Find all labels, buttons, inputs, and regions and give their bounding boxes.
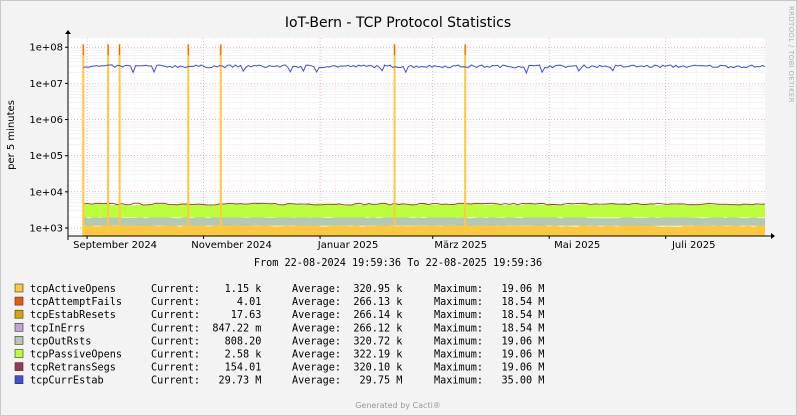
legend-maximum: Maximum: 18.54 M (434, 323, 544, 334)
legend-average: Average: 266.12 k (292, 323, 402, 334)
legend-average: Average: 266.14 k (292, 310, 402, 321)
legend-item: tcpOutRsts Current: 808.20 Average: 320.72… (14, 336, 544, 347)
spike-tcpActiveOpens (82, 44, 85, 236)
legend-average: Average: 320.95 k (292, 284, 402, 295)
x-tick-label: März 2025 (434, 240, 487, 251)
y-axis-arrow (65, 30, 71, 34)
line-tcpCurrEstab (83, 64, 766, 75)
legend-average: Average: 320.10 k (292, 363, 402, 374)
legend: tcpActiveOpens Current: 1.15 k Average: 32… (14, 283, 544, 387)
legend-current: Current: 2.58 k (151, 350, 261, 361)
plot-area (68, 38, 765, 236)
legend-maximum: Maximum: 19.06 M (434, 284, 544, 295)
legend-swatch (14, 322, 24, 332)
legend-maximum: Maximum: 19.06 M (434, 363, 544, 374)
area-tcpActiveOpens (83, 224, 765, 236)
generated-by: Generated by Cacti® (355, 401, 441, 410)
x-tick-label: November 2024 (191, 240, 272, 251)
legend-current: Current: 29.73 M (151, 376, 261, 387)
y-axis-label: per 5 minutes (6, 100, 17, 170)
legend-average: Average: 322.19 k (292, 350, 402, 361)
legend-swatch (14, 349, 24, 358)
spike-tcpActiveOpens (464, 44, 467, 236)
area-tcpPassiveOpens (83, 203, 765, 218)
legend-current: Current: 808.20 (151, 336, 261, 347)
spike-tcpActiveOpens (118, 44, 121, 236)
x-tick-label: Januar 2025 (317, 240, 379, 251)
legend-current: Current: 17.63 (151, 310, 261, 321)
legend-name: tcpPassiveOpens (30, 350, 122, 361)
time-range: From 22-08-2024 19:59:36 To 22-08-2025 1… (254, 258, 542, 269)
legend-name: tcpEstabResets (30, 310, 116, 321)
x-axis-arrow (771, 233, 775, 239)
rrdtool-credit: RRDTOOL / TOBI OETIKER (787, 6, 795, 103)
y-tick-label: 1e+08 (29, 43, 63, 54)
legend-name: tcpAttemptFails (30, 297, 122, 308)
legend-name: tcpCurrEstab (30, 376, 104, 387)
legend-swatch (14, 375, 24, 385)
legend-maximum: Maximum: 35.00 M (434, 376, 544, 387)
legend-swatch (14, 336, 24, 345)
spike-tcpActiveOpens (107, 44, 110, 236)
legend-maximum: Maximum: 19.06 M (434, 336, 544, 347)
legend-item: tcpEstabResets Current: 17.63 Average: 266… (14, 309, 544, 321)
area-tcpOutRsts (83, 216, 765, 226)
legend-item: tcpRetransSegs Current: 154.01 Average: 32… (14, 362, 544, 374)
spike-tcpActiveOpens (187, 44, 190, 236)
chart-title: IoT-Bern - TCP Protocol Statistics (285, 15, 511, 31)
line-tcpRetransSegs (83, 202, 766, 206)
legend-average: Average: 266.13 k (292, 297, 402, 308)
legend-maximum: Maximum: 18.54 M (434, 297, 544, 308)
spike-tcpActiveOpens (219, 44, 222, 236)
legend-swatch (14, 362, 24, 371)
legend-current: Current: 1.15 k (151, 284, 261, 295)
legend-name: tcpOutRsts (30, 336, 91, 347)
legend-maximum: Maximum: 19.06 M (434, 350, 544, 361)
legend-name: tcpRetransSegs (30, 363, 116, 374)
series-lines (83, 64, 766, 75)
y-tick-label: 1e+05 (29, 151, 63, 162)
legend-current: Current: 4.01 (151, 297, 261, 308)
legend-average: Average: 29.75 M (292, 376, 402, 387)
legend-item: tcpActiveOpens Current: 1.15 k Average: 32… (14, 283, 544, 295)
x-tick-label: Mai 2025 (554, 240, 600, 251)
x-tick-label: Juli 2025 (671, 240, 715, 251)
axes (65, 30, 775, 240)
legend-current: Current: 154.01 (151, 363, 261, 374)
legend-item: tcpPassiveOpens Current: 2.58 k Average: 3… (14, 349, 544, 361)
legend-item: tcpCurrEstab Current: 29.73 M Average: 29.… (14, 375, 544, 387)
x-tick-labels: September 2024 November 2024 Januar 2025 Mä… (73, 236, 715, 251)
legend-current: Current: 847.22 m (151, 323, 261, 334)
y-tick-label: 1e+07 (29, 79, 63, 90)
legend-average: Average: 320.72 k (292, 336, 402, 347)
spike-tcpActiveOpens (393, 44, 396, 236)
y-tick-label: 1e+04 (29, 187, 63, 198)
legend-name: tcpActiveOpens (30, 284, 116, 295)
legend-maximum: Maximum: 18.54 M (434, 310, 544, 321)
legend-swatch (14, 296, 24, 306)
legend-swatch (14, 283, 24, 293)
y-tick-label: 1e+03 (29, 223, 63, 234)
spikes (82, 44, 467, 236)
y-tick-labels: 1e+03 1e+04 1e+05 1e+06 1e+07 1e+08 (29, 43, 68, 234)
legend-item: tcpInErrs Current: 847.22 m Average: 266.1… (14, 322, 544, 334)
legend-item: tcpAttemptFails Current: 4.01 Average: 266… (14, 296, 544, 308)
x-tick-label: September 2024 (73, 240, 157, 251)
legend-name: tcpInErrs (30, 323, 85, 334)
legend-swatch (14, 309, 24, 319)
y-tick-label: 1e+06 (29, 115, 63, 126)
stacked-areas (83, 202, 766, 236)
